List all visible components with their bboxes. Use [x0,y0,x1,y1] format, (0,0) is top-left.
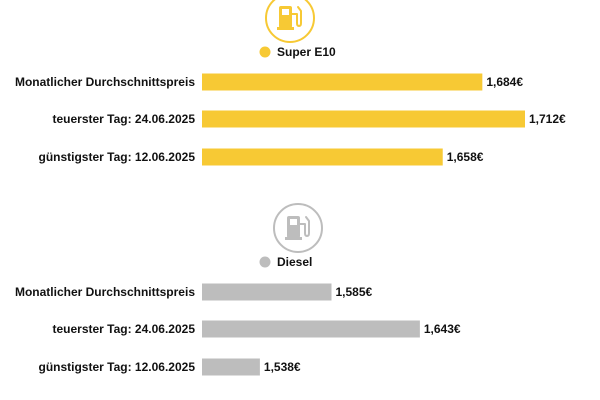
category-label: günstigster Tag: 12.06.2025 [38,150,195,164]
value-label: 1,684€ [486,75,523,89]
value-label: 1,658€ [447,150,484,164]
legend-swatch [259,256,271,268]
bar [202,320,420,338]
value-label: 1,538€ [264,360,301,374]
bar [202,73,483,91]
category-label: günstigster Tag: 12.06.2025 [38,360,195,374]
fuel-icon-base [277,27,294,30]
legend: Super E10 [259,45,336,59]
bar [202,110,525,128]
legend-label: Super E10 [277,45,336,59]
bar [202,358,260,376]
bar [202,148,443,166]
category-label: teuerster Tag: 24.06.2025 [52,322,195,336]
legend-swatch [259,46,271,58]
category-label: Monatlicher Durchschnittspreis [15,75,195,89]
fuel-icon-hose [299,216,310,237]
value-label: 1,643€ [424,322,461,336]
value-label: 1,585€ [336,285,373,299]
value-label: 1,712€ [529,112,566,126]
fuel-icon-base [285,237,302,240]
category-label: teuerster Tag: 24.06.2025 [52,112,195,126]
fuel-icon-hose [291,6,302,27]
fuel-pump-icon [273,203,323,253]
legend: Diesel [259,255,312,269]
fuel-icon-window [282,9,289,15]
fuel-pump-icon [265,0,315,43]
fuel-icon-window [290,219,297,225]
legend-label: Diesel [277,255,312,269]
category-label: Monatlicher Durchschnittspreis [15,285,195,299]
bar [202,283,332,301]
